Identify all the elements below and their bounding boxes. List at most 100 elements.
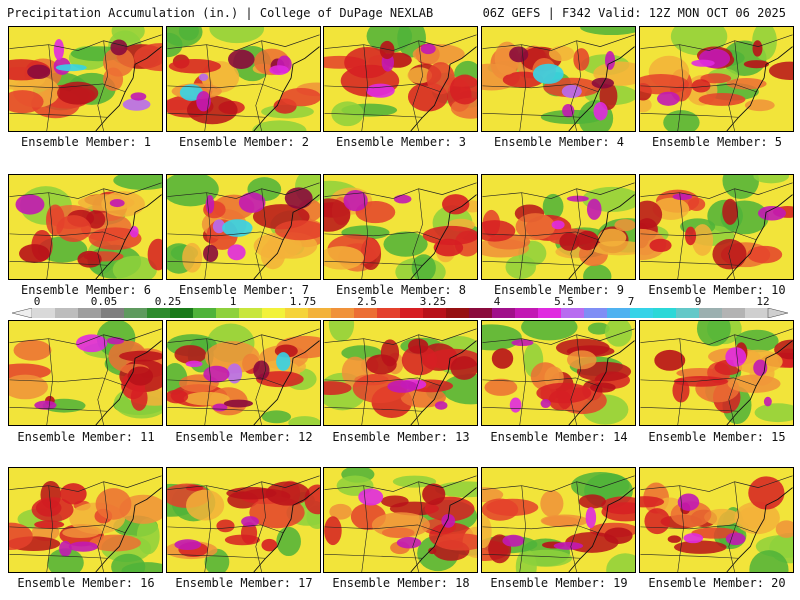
member-map-panel: [323, 320, 478, 426]
colorbar-tick-label: 9: [694, 295, 702, 308]
colorbar-swatch: [377, 308, 401, 318]
colorbar-tick-label: 0.05: [90, 295, 118, 308]
member-map-panel: [166, 467, 321, 573]
colorbar-swatch: [101, 308, 125, 318]
colorbar-swatch: [722, 308, 746, 318]
precip-map: [324, 27, 477, 131]
colorbar-swatch: [469, 308, 493, 318]
precip-map: [482, 27, 635, 131]
precip-map: [9, 175, 162, 279]
precip-map: [9, 468, 162, 572]
colorbar-swatch: [492, 308, 516, 318]
colorbar-tick-label: 0: [33, 295, 41, 308]
colorbar-swatch: [699, 308, 723, 318]
member-map-panel: [323, 26, 478, 132]
colorbar-swatch: [653, 308, 677, 318]
member-label: Ensemble Member: 1: [20, 135, 152, 149]
colorbar-swatch: [331, 308, 355, 318]
colorbar-swatch: [584, 308, 608, 318]
precip-map: [640, 468, 793, 572]
colorbar-swatch: [216, 308, 240, 318]
member-map-panel: [8, 467, 163, 573]
precip-map: [324, 175, 477, 279]
member-map-panel: [481, 26, 636, 132]
member-map-panel: [323, 174, 478, 280]
member-map-panel: [481, 174, 636, 280]
colorbar-swatch: [745, 308, 769, 318]
precip-map: [9, 321, 162, 425]
member-label: Ensemble Member: 20: [648, 576, 786, 590]
member-map-panel: [639, 26, 794, 132]
colorbar-swatch: [193, 308, 217, 318]
colorbar-swatch: [561, 308, 585, 318]
member-label: Ensemble Member: 11: [17, 430, 155, 444]
member-map-panel: [166, 320, 321, 426]
precip-map: [640, 27, 793, 131]
colorbar-swatch: [423, 308, 447, 318]
member-map-panel: [639, 320, 794, 426]
member-map-panel: [8, 174, 163, 280]
member-map-panel: [639, 174, 794, 280]
member-label: Ensemble Member: 2: [178, 135, 310, 149]
colorbar-swatch: [55, 308, 79, 318]
member-map-panel: [481, 467, 636, 573]
colorbar-swatch: [630, 308, 654, 318]
colorbar-swatch: [262, 308, 286, 318]
member-label: Ensemble Member: 16: [17, 576, 155, 590]
member-label: Ensemble Member: 10: [648, 283, 786, 297]
precip-map: [482, 468, 635, 572]
colorbar-swatch: [515, 308, 539, 318]
colorbar-tick-label: 7: [627, 295, 635, 308]
colorbar-tick-label: 12: [756, 295, 770, 308]
precip-map: [482, 175, 635, 279]
colorbar-tick-label: 5.5: [554, 295, 574, 308]
colorbar-tick-label: 3.25: [419, 295, 447, 308]
colorbar-swatch: [446, 308, 470, 318]
colorbar-tick-label: 1.75: [289, 295, 317, 308]
colorbar-tick-label: 0.25: [154, 295, 182, 308]
precip-colorbar: [12, 308, 788, 318]
member-label: Ensemble Member: 13: [332, 430, 470, 444]
member-label: Ensemble Member: 8: [335, 283, 467, 297]
colorbar-swatch: [124, 308, 148, 318]
precip-map: [167, 468, 320, 572]
precip-map: [324, 468, 477, 572]
member-map-panel: [166, 26, 321, 132]
precip-map: [640, 175, 793, 279]
precip-map: [167, 27, 320, 131]
colorbar-swatch: [607, 308, 631, 318]
colorbar-swatch: [400, 308, 424, 318]
member-label: Ensemble Member: 3: [335, 135, 467, 149]
colorbar-swatch: [170, 308, 194, 318]
member-label: Ensemble Member: 17: [175, 576, 313, 590]
precip-map: [167, 321, 320, 425]
colorbar-swatch: [285, 308, 309, 318]
member-label: Ensemble Member: 4: [493, 135, 625, 149]
member-map-panel: [323, 467, 478, 573]
member-label: Ensemble Member: 19: [490, 576, 628, 590]
member-map-panel: [8, 26, 163, 132]
member-label: Ensemble Member: 6: [20, 283, 152, 297]
colorbar-swatch: [676, 308, 700, 318]
member-map-panel: [8, 320, 163, 426]
member-label: Ensemble Member: 7: [178, 283, 310, 297]
colorbar-swatch: [354, 308, 378, 318]
member-map-panel: [639, 467, 794, 573]
precip-map: [640, 321, 793, 425]
valid-time-label: 06Z GEFS | F342 Valid: 12Z MON OCT 06 20…: [482, 6, 786, 20]
colorbar-tick-label: 1: [229, 295, 237, 308]
precip-map: [167, 175, 320, 279]
precip-map: [482, 321, 635, 425]
colorbar-tick-label: 4: [493, 295, 501, 308]
member-label: Ensemble Member: 14: [490, 430, 628, 444]
member-map-panel: [166, 174, 321, 280]
precip-map: [9, 27, 162, 131]
colorbar-swatch: [308, 308, 332, 318]
member-map-panel: [481, 320, 636, 426]
colorbar-swatch: [538, 308, 562, 318]
member-label: Ensemble Member: 12: [175, 430, 313, 444]
colorbar-swatch: [32, 308, 56, 318]
member-label: Ensemble Member: 5: [651, 135, 783, 149]
member-label: Ensemble Member: 15: [648, 430, 786, 444]
colorbar-swatch: [239, 308, 263, 318]
